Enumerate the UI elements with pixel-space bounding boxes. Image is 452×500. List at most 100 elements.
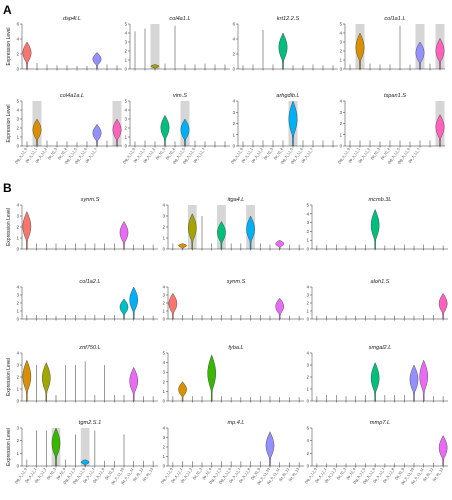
x-tick-label: (lo_h)_3 bbox=[336, 467, 347, 480]
y-tick-label: 1 bbox=[307, 387, 310, 392]
y-tick-label: 1 bbox=[125, 58, 128, 63]
y-tick-label: 1 bbox=[307, 238, 310, 243]
violin-shape bbox=[160, 114, 170, 147]
y-tick-label: 0 bbox=[307, 464, 310, 469]
y-tick-label: 3 bbox=[307, 363, 310, 368]
violin-shape bbox=[419, 360, 428, 402]
plot-title: krt12.2.S bbox=[277, 16, 300, 22]
violin-shape bbox=[438, 435, 448, 467]
y-tick-label: 1 bbox=[307, 309, 310, 314]
y-tick-label: 0 bbox=[340, 144, 343, 149]
plot-title: smgal2.L bbox=[369, 345, 392, 351]
y-tick-label: 0 bbox=[17, 247, 20, 252]
y-tick-label: 5 bbox=[125, 99, 128, 104]
plot-title: col1a1.L bbox=[384, 16, 405, 22]
x-tick-label: (lo_h)_12 bbox=[278, 467, 290, 482]
y-tick-label: 0 bbox=[163, 317, 166, 322]
x-tick-label: (lo_h)_12 bbox=[422, 467, 434, 482]
y-axis-label: Expression Level bbox=[6, 27, 12, 65]
violin-plot: arhgdib.L01234(hg_s_L)_0(lo_s_L)_1(lo_h_… bbox=[230, 93, 338, 165]
plot-title: itga4.L bbox=[228, 197, 245, 203]
violin-plot: mmp7.L0246(hg_s_L)_0(lo_s_L)_1(lo_h_L)_2… bbox=[304, 420, 448, 485]
y-tick-label: 1 bbox=[340, 132, 343, 137]
y-tick-label: 4 bbox=[307, 438, 310, 443]
y-tick-label: 2 bbox=[17, 375, 20, 380]
plot-title: dsp4l.L bbox=[63, 16, 81, 22]
y-tick-label: 3 bbox=[340, 40, 343, 45]
violin-shape bbox=[92, 124, 102, 147]
violin-plot: synm.S 0 1 2 3 4 Expression Level bbox=[6, 197, 158, 252]
violin-plot: aloh1.S 0 1 2 3 4 bbox=[307, 279, 448, 322]
y-tick-label: 4 bbox=[163, 285, 166, 290]
y-tick-label: 2 bbox=[307, 375, 310, 380]
y-tick-label: 4 bbox=[125, 31, 128, 36]
y-tick-label: 4 bbox=[17, 285, 20, 290]
violin-plot: mp.4.L01234(hg_s_L)_0(lo_s_L)_1(lo_h_L)_… bbox=[160, 420, 304, 485]
plot-title: synm.S bbox=[227, 279, 246, 285]
violin-plot: col1a2.L 0 1 2 3 4 bbox=[17, 279, 158, 322]
violin-shape bbox=[275, 240, 284, 250]
x-tick-label: (lo_h)_9 bbox=[394, 467, 405, 480]
y-tick-label: 5 bbox=[340, 22, 343, 27]
y-tick-label: 3 bbox=[17, 214, 20, 219]
y-tick-label: 2 bbox=[163, 225, 166, 230]
x-tick-label: (lo_h)_4 bbox=[346, 467, 357, 480]
y-tick-label: 5 bbox=[125, 22, 128, 27]
violin-shape bbox=[22, 211, 32, 250]
y-tick-label: 3 bbox=[163, 214, 166, 219]
y-tick-label: 4 bbox=[17, 203, 20, 208]
y-tick-label: 4 bbox=[125, 108, 128, 113]
y-tick-label: 4 bbox=[340, 31, 343, 36]
violin-shape bbox=[178, 243, 187, 250]
y-tick-label: 1 bbox=[340, 58, 343, 63]
y-tick-label: 2 bbox=[307, 451, 310, 456]
plot-title: arhgdib.L bbox=[276, 93, 299, 99]
y-tick-label: 0 bbox=[17, 144, 20, 149]
y-tick-label: 4 bbox=[307, 351, 310, 356]
x-tick-label: (lo_h)_13 bbox=[142, 467, 154, 482]
violin-plot: vim.S012345(hg_s_L)_0(lo_s_L)_1(lo_h_L)_… bbox=[122, 93, 230, 165]
highlight-band bbox=[80, 428, 90, 466]
y-tick-label: 0 bbox=[307, 247, 310, 252]
violin-plot: dsp4l.L 0 2 4 6 Expression Level bbox=[6, 16, 122, 72]
y-tick-label: 1 bbox=[163, 236, 166, 241]
violin-shape bbox=[438, 293, 448, 320]
violin-plot: mcmb.3L 0 1 2 3 4 5 bbox=[307, 197, 448, 252]
y-tick-label: 0 bbox=[163, 399, 166, 404]
x-tick-label: (lo_h)_3 bbox=[263, 147, 274, 160]
y-tick-label: 1 bbox=[233, 132, 236, 137]
x-tick-label: (lo_h)_9 bbox=[250, 467, 261, 480]
violin-plot: smgal2.L 0 1 2 3 4 bbox=[307, 345, 448, 404]
violin-plot: synm.S 0 1 2 3 4 bbox=[163, 279, 304, 322]
violin-shape bbox=[22, 360, 32, 402]
y-tick-label: 3 bbox=[125, 40, 128, 45]
x-tick-label: (lo_h)_4 bbox=[165, 147, 176, 160]
violin-shape bbox=[129, 367, 138, 402]
y-tick-label: 0 bbox=[163, 247, 166, 252]
y-tick-label: 1 bbox=[163, 454, 166, 459]
plot-title: col4a1a.L bbox=[60, 93, 84, 99]
y-tick-label: 4 bbox=[17, 37, 20, 42]
violin-shape bbox=[42, 362, 51, 402]
y-tick-label: 1 bbox=[163, 389, 166, 394]
x-tick-label: (lo_h)_4 bbox=[202, 467, 213, 480]
y-tick-label: 2 bbox=[340, 49, 343, 54]
violin-shape bbox=[92, 52, 102, 70]
y-tick-label: 1 bbox=[17, 451, 20, 456]
x-tick-label: (lo_h)_4 bbox=[57, 147, 68, 160]
highlight-band bbox=[150, 24, 160, 69]
y-tick-label: 0 bbox=[17, 317, 20, 322]
y-tick-label: 0 bbox=[233, 67, 236, 72]
x-tick-label: (lo_h)_3 bbox=[46, 467, 57, 480]
violin-shape bbox=[370, 209, 380, 250]
y-tick-label: 2 bbox=[340, 121, 343, 126]
plot-title: mcmb.3L bbox=[368, 197, 391, 203]
y-tick-label: 4 bbox=[307, 211, 310, 216]
y-tick-label: 0 bbox=[17, 399, 20, 404]
violin-plot: col1a1.L 0 1 2 3 4 5 bbox=[340, 16, 445, 72]
y-tick-label: 3 bbox=[340, 110, 343, 115]
y-tick-label: 1 bbox=[163, 309, 166, 314]
violin-shape bbox=[278, 32, 288, 70]
violin-plot: col4a1.L 0 1 2 3 4 5 bbox=[125, 16, 230, 72]
y-tick-label: 2 bbox=[307, 229, 310, 234]
